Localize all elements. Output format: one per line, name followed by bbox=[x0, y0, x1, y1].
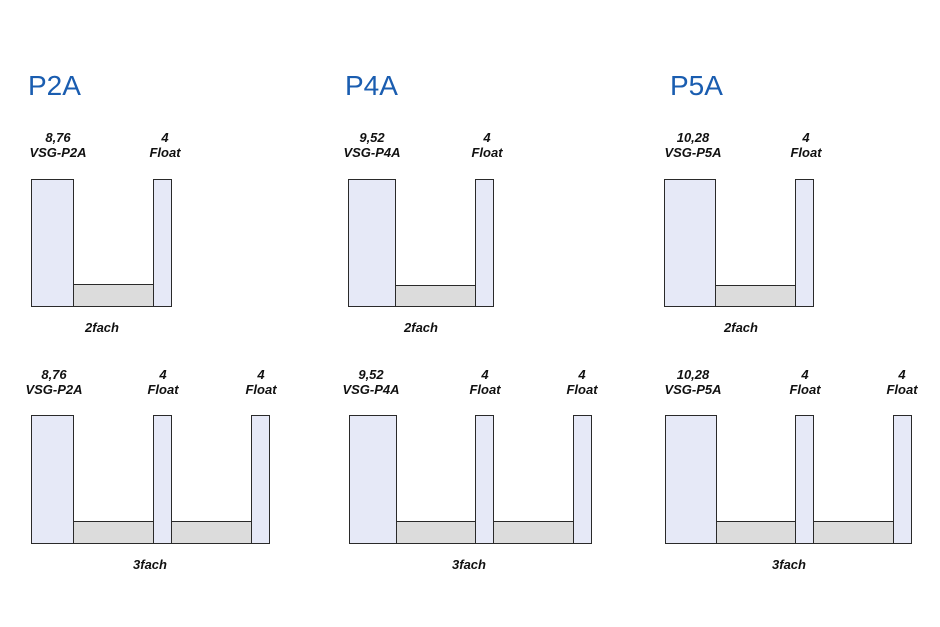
double-right-label: 4 Float bbox=[149, 130, 181, 160]
laminated-glass-pane bbox=[31, 415, 74, 544]
float-glass-pane bbox=[475, 179, 494, 307]
float-glass-pane bbox=[573, 415, 592, 544]
float-glass-pane bbox=[153, 179, 172, 307]
triple-mid-label: 4 Float bbox=[789, 367, 821, 397]
float-glass-pane bbox=[475, 415, 494, 544]
spacer-bar bbox=[716, 521, 796, 544]
spacer-bar bbox=[395, 285, 476, 307]
triple-right-label: 4 Float bbox=[245, 367, 277, 397]
group-title-p2a: P2A bbox=[28, 70, 81, 101]
group-title-p5a: P5A bbox=[670, 70, 723, 101]
triple-left-label: 8,76 VSG-P2A bbox=[25, 367, 83, 397]
float-glass-pane bbox=[251, 415, 270, 544]
laminated-glass-pane bbox=[348, 179, 396, 307]
float-glass-pane bbox=[153, 415, 172, 544]
spacer-bar bbox=[73, 521, 154, 544]
group-title-p4a: P4A bbox=[345, 70, 398, 101]
spacer-bar bbox=[813, 521, 894, 544]
double-caption: 2fach bbox=[724, 320, 758, 335]
triple-right-label: 4 Float bbox=[886, 367, 918, 397]
triple-mid-label: 4 Float bbox=[147, 367, 179, 397]
double-right-label: 4 Float bbox=[471, 130, 503, 160]
float-glass-pane bbox=[795, 415, 814, 544]
double-left-label: 8,76 VSG-P2A bbox=[29, 130, 87, 160]
laminated-glass-pane bbox=[31, 179, 74, 307]
spacer-bar bbox=[493, 521, 574, 544]
spacer-bar bbox=[171, 521, 252, 544]
spacer-bar bbox=[715, 285, 796, 307]
double-left-label: 9,52 VSG-P4A bbox=[343, 130, 401, 160]
laminated-glass-pane bbox=[349, 415, 397, 544]
laminated-glass-pane bbox=[665, 415, 717, 544]
laminated-glass-pane bbox=[664, 179, 716, 307]
triple-left-label: 10,28 VSG-P5A bbox=[664, 367, 722, 397]
spacer-bar bbox=[73, 284, 154, 307]
triple-caption: 3fach bbox=[772, 557, 806, 572]
triple-right-label: 4 Float bbox=[566, 367, 598, 397]
triple-caption: 3fach bbox=[133, 557, 167, 572]
double-left-label: 10,28 VSG-P5A bbox=[664, 130, 722, 160]
double-caption: 2fach bbox=[404, 320, 438, 335]
float-glass-pane bbox=[795, 179, 814, 307]
triple-mid-label: 4 Float bbox=[469, 367, 501, 397]
double-caption: 2fach bbox=[85, 320, 119, 335]
triple-caption: 3fach bbox=[452, 557, 486, 572]
spacer-bar bbox=[396, 521, 476, 544]
double-right-label: 4 Float bbox=[790, 130, 822, 160]
float-glass-pane bbox=[893, 415, 912, 544]
triple-left-label: 9,52 VSG-P4A bbox=[342, 367, 400, 397]
